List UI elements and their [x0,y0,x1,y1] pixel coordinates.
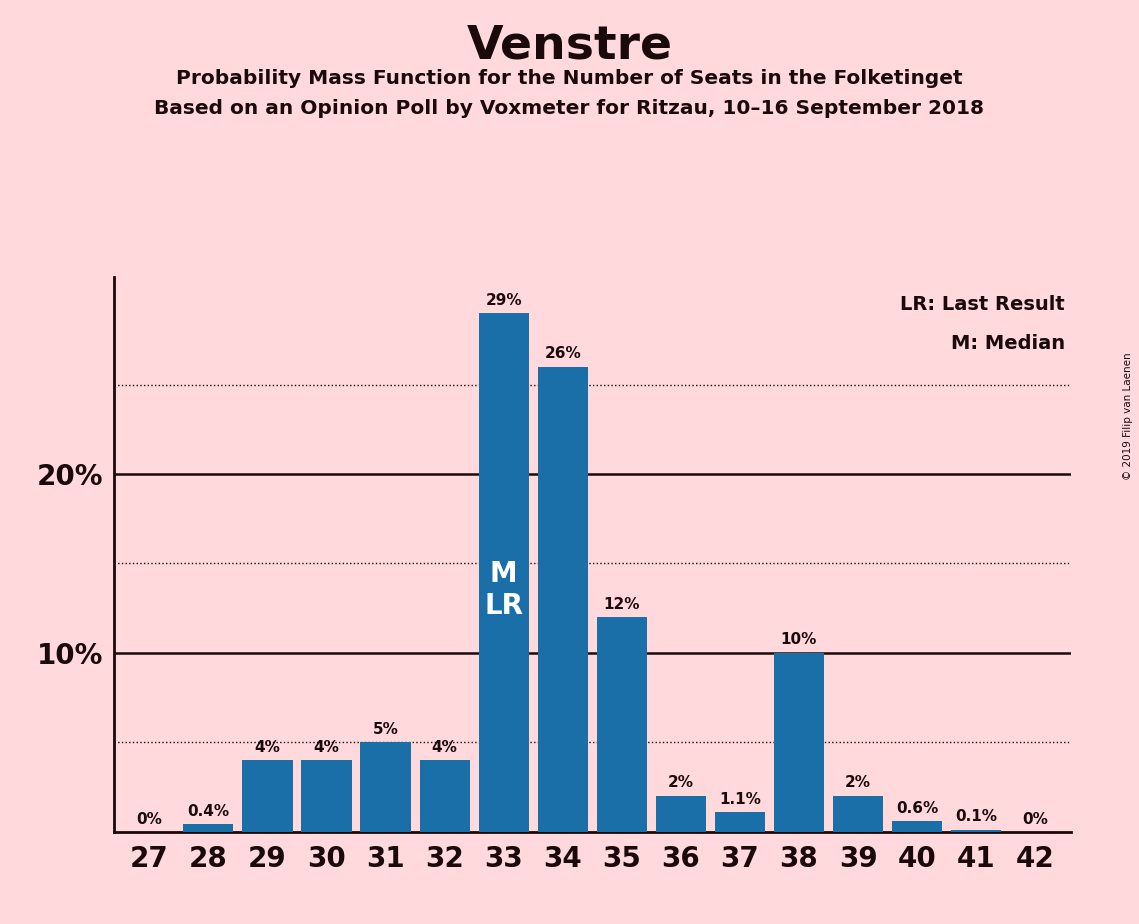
Text: 0.4%: 0.4% [187,804,229,819]
Bar [360,742,411,832]
Text: 12%: 12% [604,597,640,612]
Bar [419,760,469,832]
Text: 0%: 0% [137,812,162,827]
Bar [302,760,352,832]
Text: Based on an Opinion Poll by Voxmeter for Ritzau, 10–16 September 2018: Based on an Opinion Poll by Voxmeter for… [155,99,984,118]
Bar [243,760,293,832]
Text: 4%: 4% [432,740,458,755]
Text: 4%: 4% [254,740,280,755]
Bar [773,652,825,832]
Text: 0.1%: 0.1% [956,809,997,824]
Text: 5%: 5% [372,722,399,736]
Bar [656,796,706,832]
Text: 2%: 2% [667,775,694,790]
Bar [715,812,765,832]
Text: 1.1%: 1.1% [719,792,761,807]
Text: Probability Mass Function for the Number of Seats in the Folketinget: Probability Mass Function for the Number… [177,69,962,89]
Text: 4%: 4% [313,740,339,755]
Bar [597,617,647,832]
Text: 0%: 0% [1023,812,1048,827]
Bar [183,824,233,832]
Bar [478,313,528,832]
Bar [538,367,588,832]
Text: LR: Last Result: LR: Last Result [900,295,1065,314]
Text: Venstre: Venstre [467,23,672,68]
Bar [951,830,1001,832]
Text: 10%: 10% [781,632,817,648]
Text: M: Median: M: Median [951,334,1065,353]
Bar [833,796,883,832]
Text: 0.6%: 0.6% [896,800,939,816]
Text: 2%: 2% [845,775,871,790]
Text: © 2019 Filip van Laenen: © 2019 Filip van Laenen [1123,352,1133,480]
Bar [892,821,942,832]
Text: 26%: 26% [544,346,581,361]
Text: M
LR: M LR [484,560,523,620]
Text: 29%: 29% [485,293,522,308]
